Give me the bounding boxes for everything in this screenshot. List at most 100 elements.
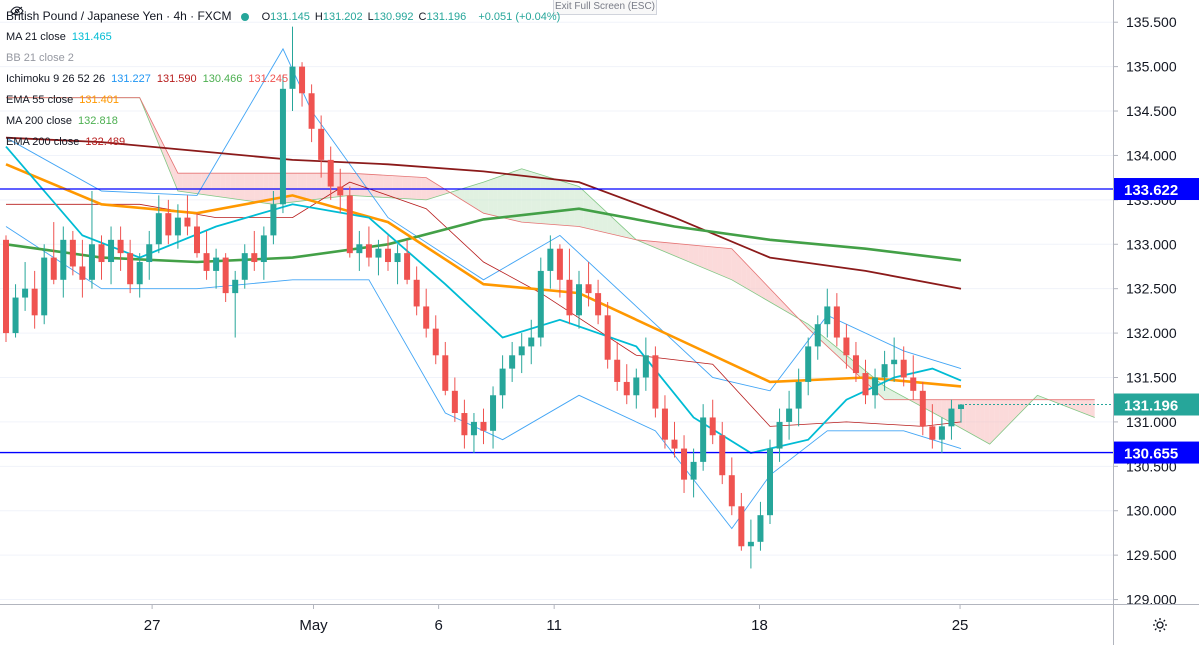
cloud-segment [827,339,833,351]
cloud-segment [736,253,742,286]
candlestick-chart[interactable] [0,0,1113,604]
candle-body [833,306,840,338]
cloud-segment [579,186,584,228]
price-tick-label: 129.000 [1126,592,1177,604]
cloud-segment [1080,399,1086,414]
cloud-segment [789,308,794,316]
indicator-list: MA 21 close 131.465 BB 21 close 2 Ichimoku … [6,6,560,153]
candle-body [241,253,248,280]
cloud-segment [249,173,255,202]
candle-body [843,337,850,356]
cloud-segment [526,170,532,223]
exit-fullscreen-button[interactable]: Exit Full Screen (ESC) [553,0,657,15]
cloud-segment [679,243,685,260]
price-change: +0.051 (+0.04%) [478,11,561,23]
cloud-segment [493,177,498,217]
price-tick-label: 129.500 [1126,547,1177,563]
chart-plot-area[interactable] [0,0,1113,604]
candle-body [757,515,764,542]
candle-body [279,88,286,205]
ohlc-value: 131.196 [426,11,467,23]
candle-body [318,128,325,160]
candle-body [690,461,697,480]
cloud-segment [707,246,713,272]
candle-body [891,359,898,365]
cloud-segment [411,176,417,200]
candle-body [117,239,124,254]
market-status-icon [240,13,249,22]
cloud-segment [345,173,350,196]
time-axis-svg: 27 May 6 11 18 25 [144,605,968,634]
candle-body [184,217,191,227]
cloud-segment [884,386,890,400]
indicator-row[interactable]: EMA 200 close 132.489 [6,132,560,153]
cloud-segment [402,176,408,199]
cloud-segment [545,176,551,225]
indicator-row[interactable]: Ichimoku 9 26 52 26 131.227 131.590 130.466… [6,69,560,90]
cloud-segment [559,180,565,226]
time-axis[interactable]: 27 May 6 11 18 25 [0,604,1113,645]
cloud-segment [435,183,441,197]
price-axis[interactable]: 135.500135.000134.500134.000133.500133.0… [1113,0,1199,604]
cloud-segment [722,247,728,278]
price-tick-label: 134.000 [1126,147,1177,163]
cloud-segment [1008,399,1014,425]
candle-body [824,306,831,325]
cloud-segment [235,173,240,200]
candle-body [728,475,735,507]
cloud-segment [1003,399,1009,430]
ohlc-value: 131.202 [322,11,363,23]
cloud-segment [980,399,985,442]
time-tick-label: 11 [546,617,562,634]
candle-body [671,439,678,449]
candle-body [108,239,115,263]
cloud-segment [774,293,780,308]
ohlc-key: O [261,11,271,23]
candle-body [251,253,258,263]
indicator-label: EMA 200 close [6,136,80,148]
candle-body [404,253,411,280]
indicator-label: MA 200 close [6,115,73,127]
cloud-segment [669,242,675,256]
cloud-segment [970,399,976,437]
cloud-segment [727,248,732,280]
cloud-segment [645,240,651,246]
cloud-segment [397,175,403,199]
cloud-segment [550,177,556,225]
bollinger-lower [5,226,962,530]
candle-body [413,279,420,307]
candle-body [499,368,506,396]
cloud-segment [416,177,422,200]
cloud-segment [693,245,699,266]
cloud-segment [182,173,188,193]
symbol-title[interactable]: British Pound / Japanese Yen · 4h · FXCM [6,9,232,23]
chart-legend: British Pound / Japanese Yen · 4h · FXCM… [6,6,560,153]
cloud-segment [216,173,221,197]
cloud-segment [1085,399,1090,416]
cloud-segment [168,154,174,180]
candle-body [394,253,401,263]
indicator-row[interactable]: MA 21 close 131.465 [6,27,560,48]
indicator-row[interactable]: BB 21 close 2 [6,6,560,69]
cloud-segment [760,278,766,300]
cloud-segment [822,335,828,347]
cloud-segment [230,173,236,199]
candle-body [69,239,76,267]
indicator-row[interactable]: MA 200 close 132.818 [6,111,560,132]
cloud-segment [187,173,193,193]
cloud-segment [1075,399,1081,412]
settings-gear-icon[interactable] [1152,617,1168,633]
cloud-segment [989,399,995,445]
cloud-segment [703,246,708,270]
cloud-segment [1037,395,1043,400]
cloud-segment [473,183,479,211]
ohlc-key: C [418,11,427,23]
cloud-segment [502,173,508,219]
indicator-row[interactable]: EMA 55 close 131.401 [6,90,560,111]
hidden-eye-icon[interactable] [10,6,24,16]
candle-body [614,359,621,382]
cloud-segment [664,242,670,254]
cloud-segment [1066,399,1071,409]
ema-55-line [5,163,962,388]
cloud-segment [211,173,217,197]
